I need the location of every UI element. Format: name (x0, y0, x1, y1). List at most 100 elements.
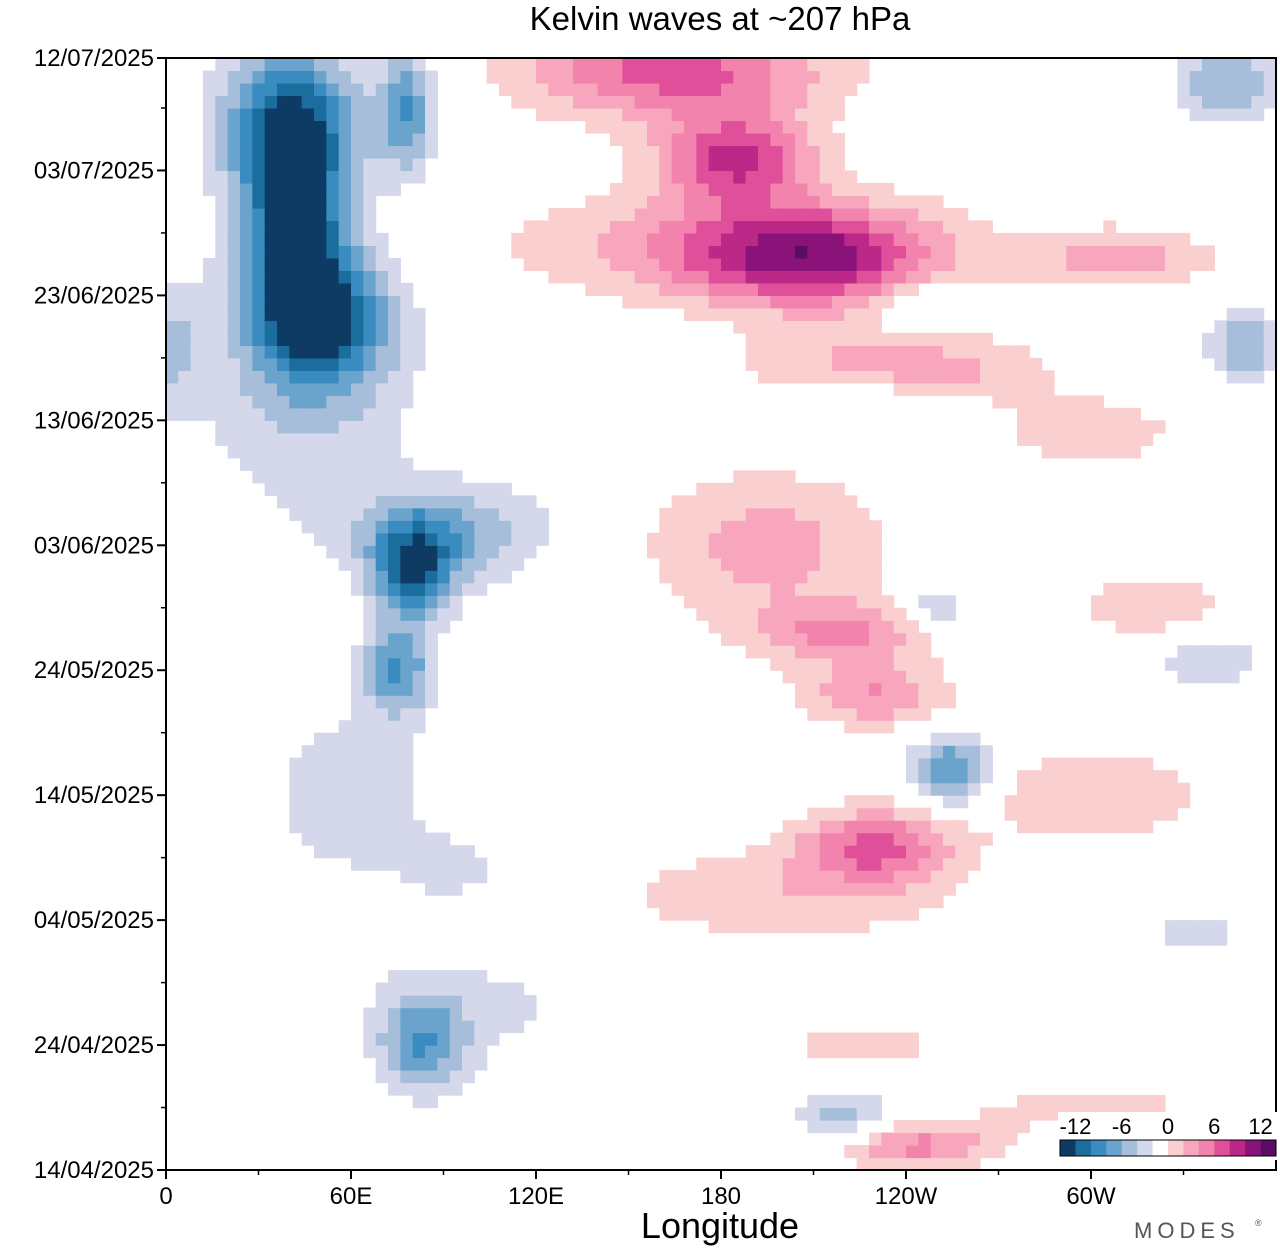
field-cell (819, 707, 833, 721)
field-cell (733, 70, 747, 84)
field-cell (252, 70, 266, 84)
field-cell (721, 632, 734, 646)
field-cell (684, 157, 697, 172)
field-cell (301, 420, 315, 434)
field-cell (301, 832, 315, 846)
field-cell (622, 207, 636, 222)
field-cell (474, 570, 488, 584)
field-cell (375, 795, 389, 809)
field-cell (1091, 432, 1104, 446)
field-cell (819, 357, 833, 371)
field-cell (782, 320, 796, 334)
field-cell (684, 595, 697, 609)
field-cell (708, 257, 722, 271)
field-cell (536, 82, 549, 97)
field-cell (1202, 95, 1215, 109)
field-cell (906, 220, 919, 234)
field-cell (733, 857, 747, 871)
field-cell (301, 220, 315, 234)
field-cell (782, 645, 796, 659)
field-cell (622, 120, 636, 134)
field-cell (856, 182, 870, 197)
field-cell (412, 657, 426, 671)
field-cell (881, 295, 895, 309)
field-cell (351, 557, 364, 571)
field-cell (1140, 270, 1154, 284)
field-cell (930, 670, 944, 684)
field-cell (807, 132, 821, 147)
field-cell (1091, 757, 1104, 771)
field-cell (782, 507, 796, 521)
field-cell (807, 1120, 821, 1134)
field-cell (758, 507, 771, 521)
field-cell (314, 370, 327, 384)
field-cell (856, 907, 870, 921)
field-cell (511, 82, 525, 97)
field-cell (708, 907, 722, 921)
field-cell (412, 507, 426, 521)
field-cell (166, 307, 179, 321)
field-cell (918, 682, 932, 696)
field-cell (412, 707, 426, 721)
field-cell (1115, 245, 1129, 259)
field-cell (745, 332, 759, 346)
field-cell (314, 420, 327, 434)
field-cell (610, 82, 623, 97)
field-cell (277, 470, 290, 484)
field-cell (733, 82, 747, 97)
field-cell (708, 545, 722, 559)
field-cell (400, 670, 414, 684)
field-cell (375, 382, 389, 396)
field-cell (758, 145, 771, 159)
field-cell (314, 470, 327, 484)
field-cell (400, 1007, 414, 1021)
field-cell (893, 632, 907, 646)
field-cell (425, 570, 438, 584)
field-cell (400, 1045, 414, 1059)
field-cell (252, 357, 266, 371)
field-cell (351, 770, 364, 784)
field-cell (622, 82, 636, 97)
field-cell (721, 282, 734, 296)
field-cell (166, 282, 179, 296)
field-cell (733, 157, 747, 172)
field-cell (437, 845, 451, 859)
field-cell (1004, 232, 1018, 247)
field-cell (671, 282, 685, 296)
field-cell (832, 345, 845, 359)
field-cell (856, 295, 870, 309)
field-cell (326, 445, 340, 459)
field-cell (918, 232, 932, 247)
field-cell (659, 145, 673, 159)
field-cell (856, 920, 870, 934)
field-cell (869, 695, 882, 709)
field-cell (1004, 1107, 1018, 1121)
field-cell (314, 782, 327, 796)
field-cell (770, 645, 784, 659)
field-cell (918, 807, 932, 821)
field-cell (1029, 407, 1043, 421)
field-cell (400, 982, 414, 996)
field-cell (832, 320, 845, 334)
field-cell (943, 682, 956, 696)
y-tick-label: 24/05/2025 (34, 657, 154, 684)
field-cell (412, 720, 426, 734)
field-cell (819, 157, 833, 172)
field-cell (647, 532, 660, 546)
field-cell (733, 120, 747, 134)
field-cell (412, 1020, 426, 1034)
colorbar-swatch (1214, 1140, 1231, 1156)
field-cell (215, 195, 229, 209)
field-cell (819, 345, 833, 359)
field-cell (1165, 270, 1178, 284)
field-cell (930, 345, 944, 359)
field-cell (412, 670, 426, 684)
field-cell (770, 170, 784, 184)
field-cell (536, 220, 549, 234)
field-cell (955, 345, 969, 359)
field-cell (708, 482, 722, 496)
field-cell (597, 207, 611, 222)
field-cell (289, 782, 303, 796)
field-cell (289, 307, 303, 321)
field-cell (363, 720, 377, 734)
